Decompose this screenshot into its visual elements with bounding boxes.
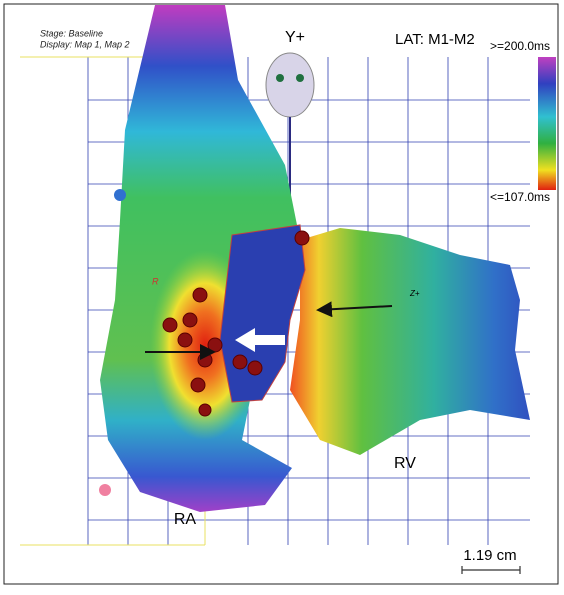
orientation-head (266, 53, 314, 117)
legend-min: <=107.0ms (490, 190, 550, 204)
z-axis-label: Z+ (409, 289, 420, 298)
legend-title: LAT: M1-M2 (395, 31, 475, 48)
scale-bar (462, 566, 520, 574)
r-marker: R (152, 276, 159, 286)
map-screenshot: Stage: Baseline Display: Map 1, Map 2 Y+… (0, 0, 564, 590)
color-bar (538, 57, 556, 190)
display-text: Display: Map 1, Map 2 (40, 39, 130, 49)
scale-label: 1.19 cm (463, 547, 516, 564)
right-ventricle-map (290, 228, 530, 455)
y-axis-label: Y+ (285, 29, 305, 46)
rv-label: RV (394, 455, 416, 472)
legend-max: >=200.0ms (490, 39, 550, 53)
stage-text: Stage: Baseline (40, 28, 103, 38)
ra-label: RA (174, 511, 197, 528)
